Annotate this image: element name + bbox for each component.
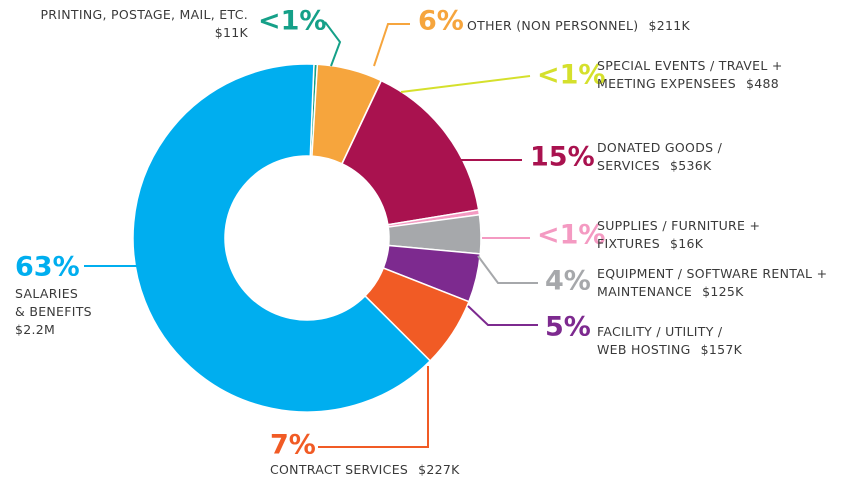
share-label: <1%	[537, 60, 605, 91]
share-label: <1%	[537, 220, 605, 251]
value-label: $536K	[670, 158, 712, 173]
share-label: 7%	[270, 430, 316, 461]
value-label: $11K	[215, 25, 249, 40]
donut-slice	[341, 79, 480, 226]
value-label: $227K	[418, 462, 460, 477]
category-line: FACILITY / UTILITY /	[597, 324, 723, 339]
category-line: PRINTING, POSTAGE, MAIL, ETC.	[40, 7, 248, 22]
value-label: $157K	[701, 342, 743, 357]
category-line: FIXTURES	[597, 236, 660, 251]
category-label: SPECIAL EVENTS / TRAVEL + MEETING EXPENSE…	[597, 58, 783, 91]
donut-slice	[132, 63, 432, 413]
leader-line	[318, 366, 429, 448]
value-label: $2.2M	[15, 322, 55, 337]
category-line: CONTRACT SERVICES	[270, 462, 408, 477]
share-label: 4%	[545, 266, 591, 297]
category-label: SUPPLIES / FURNITURE + FIXTURES $16K	[597, 218, 760, 251]
share-label: 15%	[530, 142, 595, 173]
category-line: & BENEFITS	[15, 304, 92, 319]
category-label: FACILITY / UTILITY / WEB HOSTING $157K	[597, 324, 743, 357]
leader-line	[324, 21, 342, 67]
category-label: SALARIES & BENEFITS $2.2M	[15, 286, 92, 337]
value-label: $211K	[648, 18, 690, 33]
share-label: 6%	[418, 6, 464, 37]
category-label: DONATED GOODS / SERVICES $536K	[597, 140, 723, 173]
category-line: SALARIES	[15, 286, 78, 301]
category-line: MAINTENANCE	[597, 284, 692, 299]
value-label: $16K	[670, 236, 704, 251]
share-label: 63%	[15, 252, 80, 283]
category-line: SUPPLIES / FURNITURE +	[597, 218, 760, 233]
category-line: SPECIAL EVENTS / TRAVEL +	[597, 58, 783, 73]
category-label: PRINTING, POSTAGE, MAIL, ETC. $11K	[40, 7, 248, 40]
leader-line	[373, 23, 410, 67]
value-label: $125K	[702, 284, 744, 299]
category-label: EQUIPMENT / SOFTWARE RENTAL + MAINTENANCE…	[597, 266, 827, 299]
value-label: $488	[746, 76, 779, 91]
category-line: DONATED GOODS /	[597, 140, 723, 155]
category-line: EQUIPMENT / SOFTWARE RENTAL +	[597, 266, 827, 281]
category-label: CONTRACT SERVICES $227K	[270, 462, 460, 477]
category-label: OTHER (NON PERSONNEL) $211K	[467, 18, 690, 33]
share-label: 5%	[545, 312, 591, 343]
category-line: MEETING EXPENSEES	[597, 76, 736, 91]
share-label: <1%	[258, 6, 326, 37]
leader-line	[400, 75, 531, 93]
leader-line	[467, 305, 538, 326]
category-line: WEB HOSTING	[597, 342, 691, 357]
category-line: OTHER (NON PERSONNEL)	[467, 18, 638, 33]
category-line: SERVICES	[597, 158, 660, 173]
leader-line	[477, 255, 538, 284]
